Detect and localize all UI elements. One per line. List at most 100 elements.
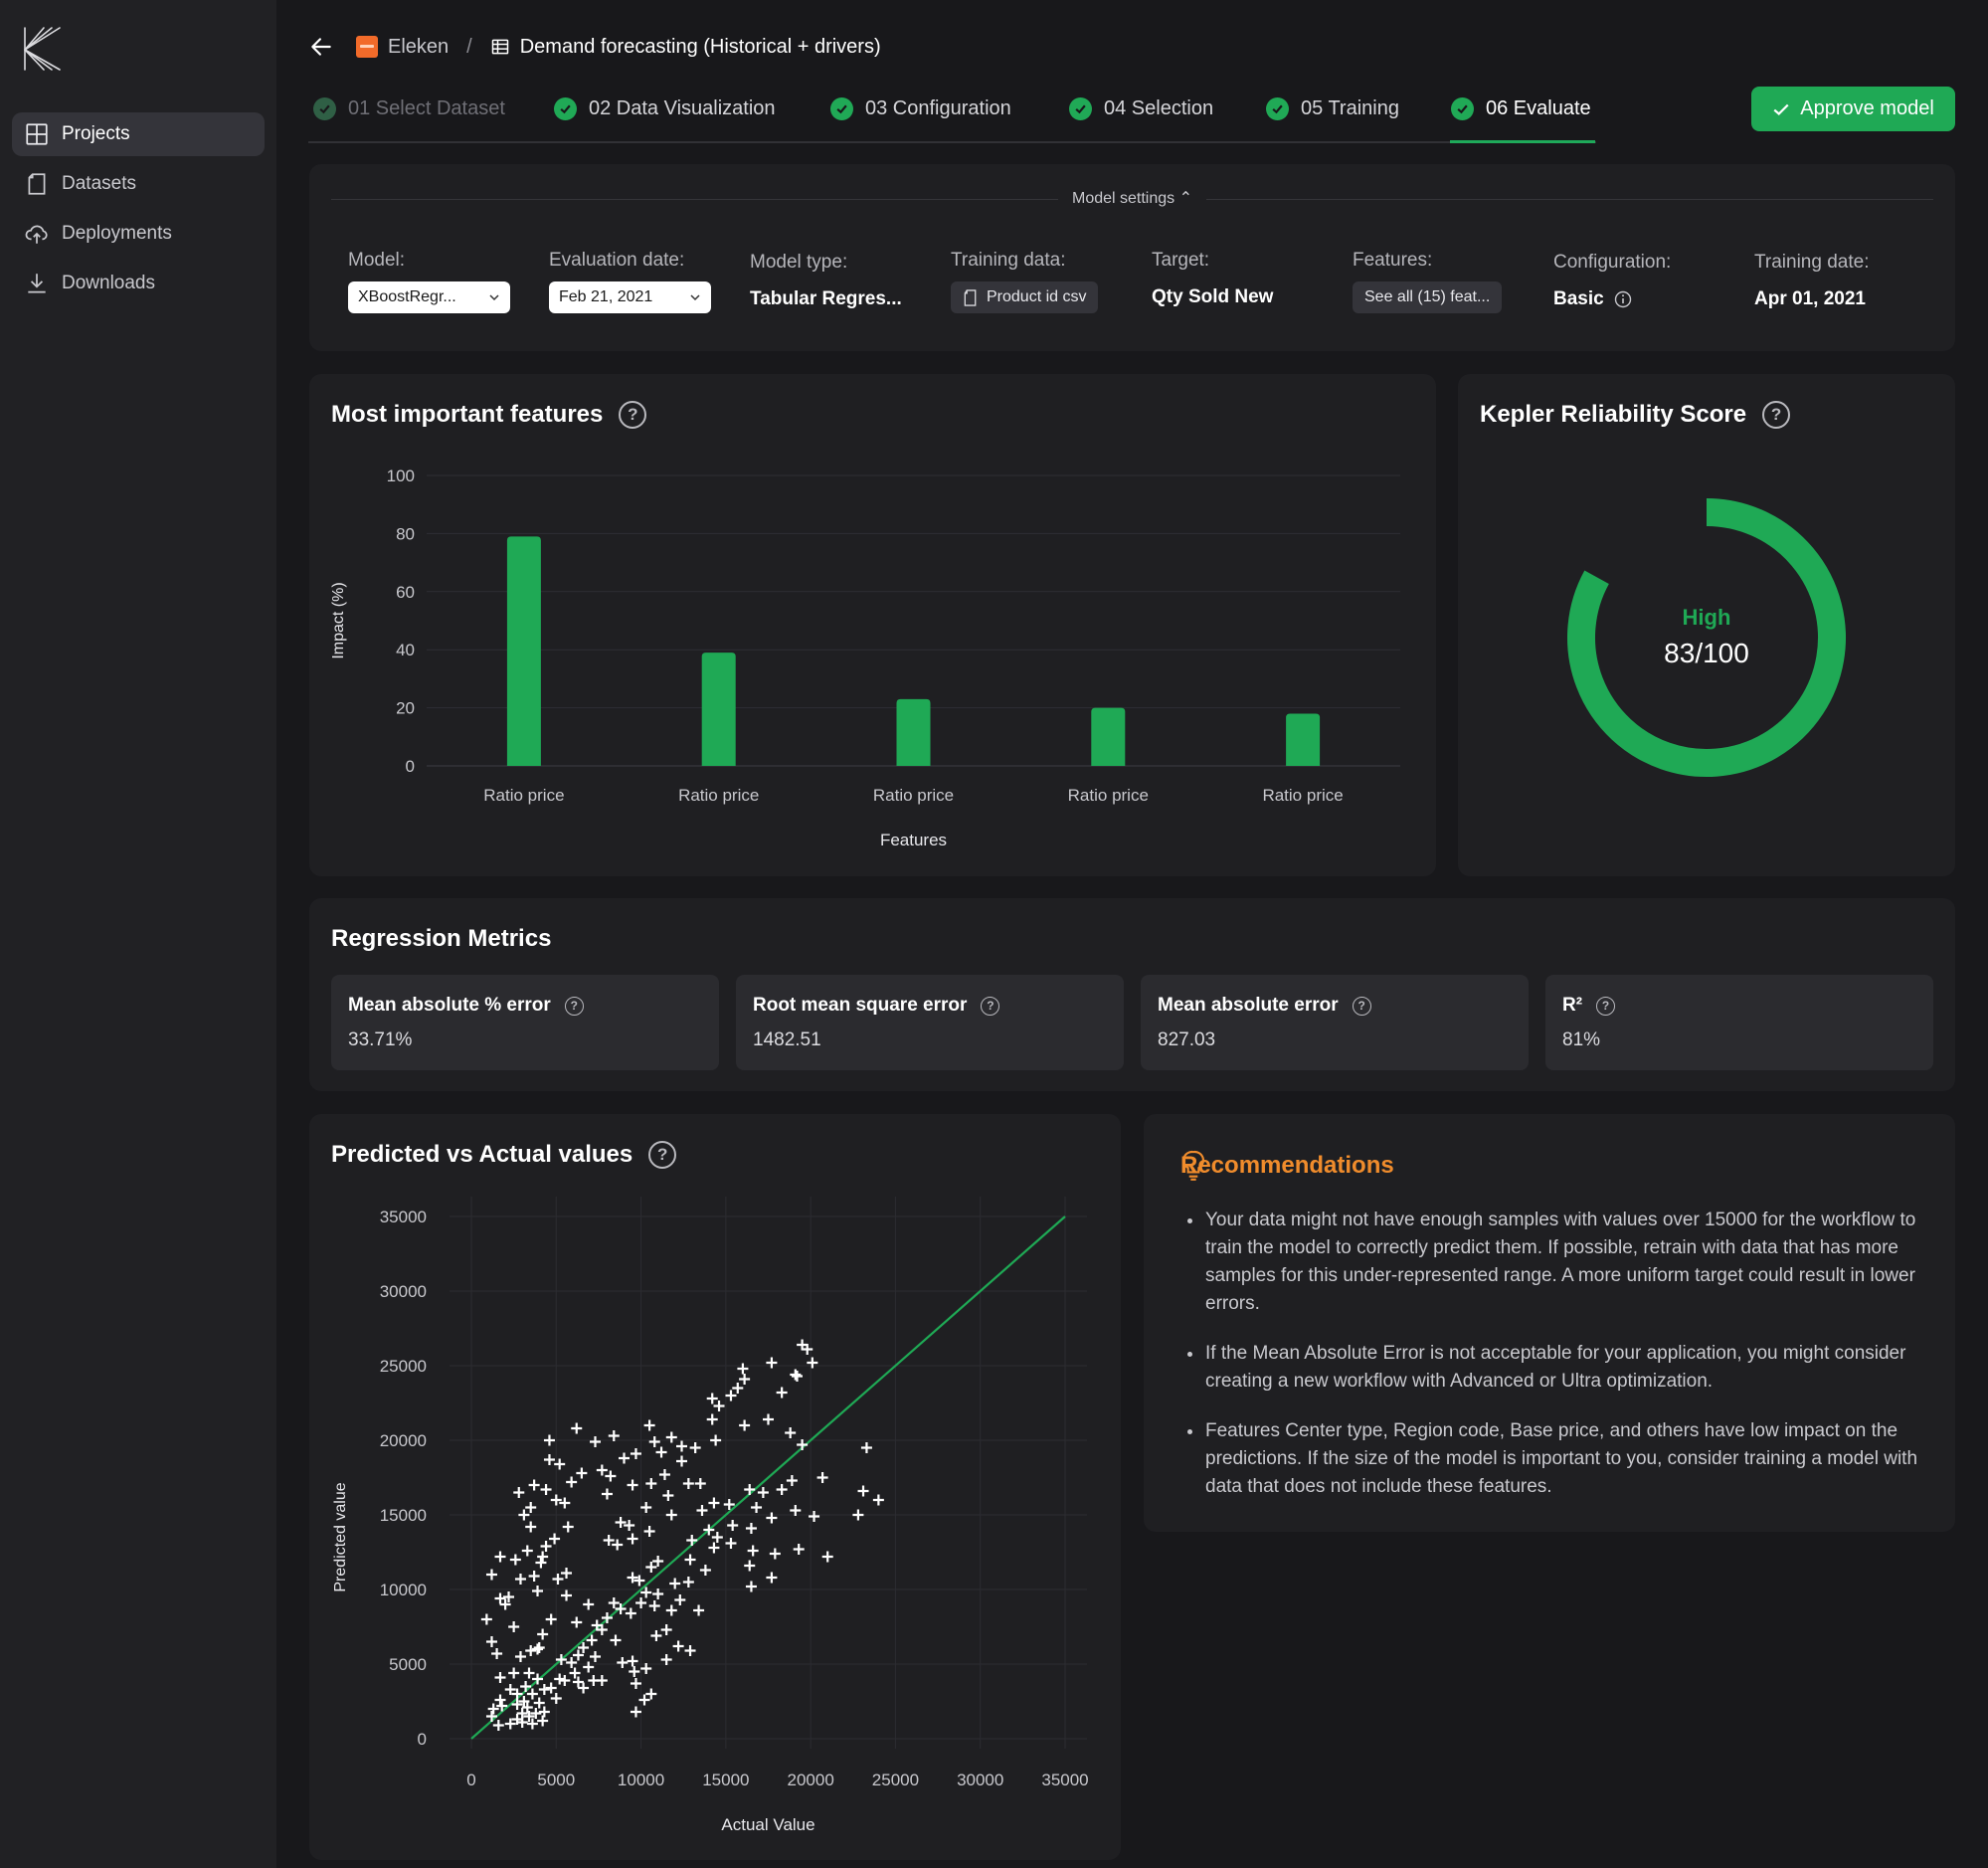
see-all-features-button[interactable]: See all (15) feat... — [1353, 281, 1503, 313]
x-tick-label: 10000 — [618, 1771, 664, 1789]
tab-selection[interactable]: 04 Selection — [1069, 93, 1213, 143]
tab-configuration[interactable]: 03 Configuration — [830, 93, 1011, 143]
document-icon — [28, 173, 46, 195]
project-logo-icon — [356, 36, 378, 58]
data-point — [521, 1545, 533, 1557]
sidebar-item-datasets[interactable]: Datasets — [12, 162, 265, 206]
model-settings-toggle[interactable]: Model settings ⌃ — [309, 188, 1955, 208]
data-point — [496, 1700, 508, 1712]
data-point — [660, 1654, 672, 1665]
data-point — [615, 1517, 627, 1528]
data-point — [572, 1649, 584, 1661]
data-point — [640, 1587, 652, 1598]
configuration-value: Basic — [1553, 288, 1604, 309]
data-point — [860, 1442, 872, 1453]
tab-label: 06 Evaluate — [1486, 97, 1591, 119]
breadcrumb-project[interactable]: Eleken — [388, 35, 450, 58]
tab-evaluate[interactable]: 06 Evaluate — [1451, 93, 1591, 143]
help-icon[interactable]: ? — [564, 996, 584, 1016]
x-tick-label: 15000 — [702, 1771, 749, 1789]
help-icon[interactable]: ? — [1352, 996, 1371, 1016]
info-icon[interactable] — [1614, 290, 1632, 308]
data-point — [776, 1387, 788, 1399]
x-tick-label: 5000 — [537, 1771, 575, 1789]
data-point — [485, 1711, 497, 1722]
data-point — [612, 1539, 624, 1551]
help-icon[interactable]: ? — [981, 996, 1000, 1016]
data-point — [732, 1383, 744, 1394]
scatter-title-wrap: Predicted vs Actual values ? — [331, 1141, 677, 1169]
configuration-field: Configuration: Basic — [1553, 252, 1671, 310]
data-point — [706, 1413, 718, 1425]
metric-value: 33.71% — [348, 1029, 413, 1050]
evaluation-date-select[interactable]: Feb 21, 2021 — [549, 281, 711, 313]
data-point — [640, 1663, 652, 1674]
tab-label: 02 Data Visualization — [589, 97, 776, 119]
tab-select-dataset[interactable]: 01 Select Dataset — [313, 93, 505, 143]
data-point — [645, 1562, 657, 1573]
help-icon[interactable]: ? — [1596, 996, 1616, 1016]
tab-data-visualization[interactable]: 02 Data Visualization — [554, 93, 776, 143]
tab-training[interactable]: 05 Training — [1266, 93, 1399, 143]
data-point — [682, 1478, 694, 1489]
y-tick-label: 5000 — [389, 1655, 427, 1674]
x-tick-label: Ratio price — [873, 786, 954, 805]
data-point — [627, 1655, 638, 1667]
help-icon[interactable]: ? — [648, 1141, 677, 1169]
data-point — [648, 1600, 660, 1611]
data-point — [572, 1676, 584, 1688]
data-point — [686, 1535, 698, 1546]
data-point — [554, 1458, 566, 1470]
data-point — [696, 1505, 708, 1516]
target-label: Target: — [1152, 250, 1210, 271]
metric-label: Mean absolute error — [1158, 995, 1339, 1016]
kepler-logo-icon[interactable] — [22, 24, 62, 74]
score-arc — [1567, 498, 1846, 777]
data-point — [596, 1624, 608, 1635]
lightbulb-icon — [1181, 1151, 1205, 1181]
data-point — [791, 1371, 803, 1382]
data-point — [645, 1478, 657, 1489]
back-arrow-icon[interactable] — [308, 34, 334, 60]
approve-model-button[interactable]: Approve model — [1751, 87, 1955, 131]
recommendations-list: Your data might not have enough samples … — [1186, 1207, 1922, 1523]
help-icon[interactable]: ? — [1762, 401, 1791, 429]
data-point — [571, 1616, 583, 1628]
configuration-label: Configuration: — [1553, 252, 1672, 273]
training-data-file[interactable]: Product id csv — [951, 281, 1099, 313]
sidebar-item-deployments[interactable]: Deployments — [12, 212, 265, 256]
data-point — [514, 1651, 526, 1662]
metric-label-wrap: Root mean square error? — [753, 995, 1000, 1017]
recommendations-card — [1144, 1114, 1955, 1532]
data-point — [699, 1565, 711, 1576]
data-point — [652, 1556, 664, 1567]
check-circle-icon — [313, 97, 336, 120]
data-point — [485, 1569, 497, 1581]
metric-label: R² — [1562, 995, 1583, 1016]
data-point — [526, 1718, 538, 1730]
model-select[interactable]: XBoostRegr... — [348, 281, 510, 313]
data-point — [684, 1554, 696, 1566]
model-settings-card: Model settings ⌃ Model: XBoostRegr... Ev… — [309, 164, 1955, 351]
metric-rmse: Root mean square error? 1482.51 — [736, 975, 1124, 1070]
sidebar-item-downloads[interactable]: Downloads — [12, 262, 265, 305]
data-point — [504, 1718, 516, 1730]
data-point — [658, 1469, 670, 1480]
y-tick-label: 40 — [396, 641, 415, 659]
data-point — [518, 1509, 530, 1521]
y-tick-label: 100 — [387, 467, 415, 485]
y-tick-label: 35000 — [380, 1208, 427, 1226]
data-point — [635, 1597, 647, 1608]
y-tick-label: 0 — [406, 757, 415, 776]
help-icon[interactable]: ? — [619, 401, 647, 429]
feature-importance-title: Most important features — [331, 401, 604, 428]
data-point — [480, 1613, 492, 1625]
metric-label-wrap: Mean absolute % error? — [348, 995, 584, 1017]
sidebar-item-projects[interactable]: Projects — [12, 112, 265, 156]
data-point — [627, 1533, 638, 1545]
data-point — [744, 1560, 756, 1572]
data-point — [601, 1488, 613, 1500]
training-date-label: Training date: — [1754, 252, 1870, 273]
recommendation-item: If the Mean Absolute Error is not accept… — [1186, 1340, 1922, 1396]
data-point — [608, 1430, 620, 1441]
